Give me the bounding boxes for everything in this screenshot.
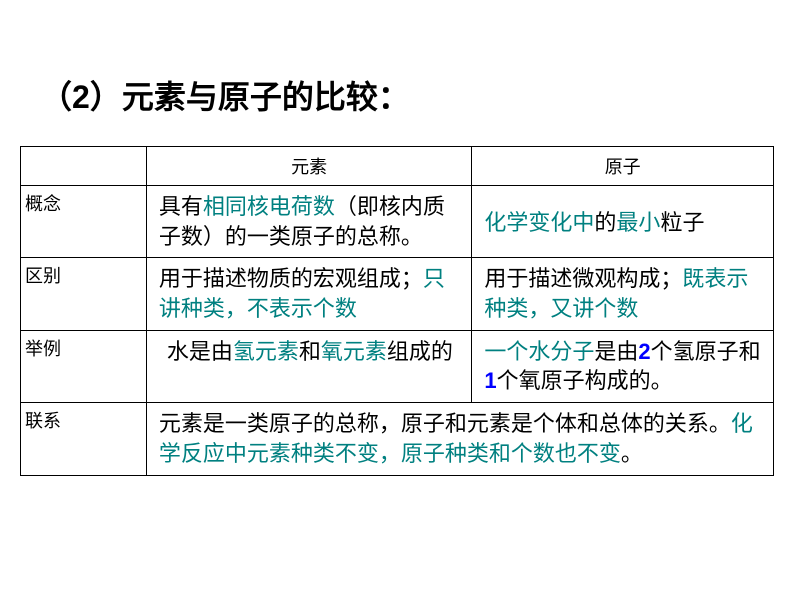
text: 元素是一类原子的总称，原子和元素是个体和总体的关系。 (159, 411, 731, 436)
comparison-table: 元素 原子 概念 具有相同核电荷数（即核内质子数）的一类原子的总称。 化学变化中… (20, 146, 774, 476)
text: 的 (594, 210, 616, 235)
text: 2 (638, 339, 650, 364)
header-element: 元素 (146, 147, 472, 186)
label-example: 举例 (21, 330, 147, 402)
title-prefix: （ (40, 79, 72, 115)
text: 氢元素 (233, 339, 299, 364)
text: 个氢原子和 (651, 339, 761, 364)
label-diff-text: 区别 (25, 266, 61, 286)
text: 具有 (159, 194, 203, 219)
text: 组成的 (387, 339, 453, 364)
row-diff: 区别 用于描述物质的宏观组成；只讲种类，不表示个数 用于描述微观构成；既表示种类… (21, 258, 774, 330)
header-atom-text: 原子 (605, 157, 641, 177)
table-header-row: 元素 原子 (21, 147, 774, 186)
header-element-text: 元素 (291, 157, 327, 177)
cell-concept-element: 具有相同核电荷数（即核内质子数）的一类原子的总称。 (146, 186, 472, 258)
slide: （2）元素与原子的比较： 元素 原子 概念 具有相同核电荷数（即核内质子数）的一… (0, 0, 794, 596)
text: 1 (484, 368, 496, 393)
text: 相同核电荷数 (203, 194, 335, 219)
text: 化学变化中 (484, 210, 594, 235)
text: 用于描述物质的宏观组成； (159, 266, 423, 291)
cell-concept-atom: 化学变化中的最小粒子 (472, 186, 774, 258)
row-relation: 联系 元素是一类原子的总称，原子和元素是个体和总体的关系。化学反应中元素种类不变… (21, 403, 774, 475)
text: 最小 (616, 210, 660, 235)
cell-diff-atom: 用于描述微观构成；既表示种类，又讲个数 (472, 258, 774, 330)
row-example: 举例 水是由氢元素和氧元素组成的 一个水分子是由2个氢原子和 1个氧原子构成的。 (21, 330, 774, 402)
label-concept: 概念 (21, 186, 147, 258)
text: 。 (621, 441, 643, 466)
text: 个氧原子构成的。 (497, 368, 673, 393)
cell-example-atom: 一个水分子是由2个氢原子和 1个氧原子构成的。 (472, 330, 774, 402)
cell-diff-element: 用于描述物质的宏观组成；只讲种类，不表示个数 (146, 258, 472, 330)
text: 粒子 (660, 210, 704, 235)
header-atom: 原子 (472, 147, 774, 186)
text: 一个水分子 (484, 339, 594, 364)
header-blank (21, 147, 147, 186)
label-relation: 联系 (21, 403, 147, 475)
cell-example-element: 水是由氢元素和氧元素组成的 (146, 330, 472, 402)
label-example-text: 举例 (25, 339, 61, 359)
slide-title: （2）元素与原子的比较： (0, 0, 794, 146)
text: 用于描述微观构成； (484, 266, 682, 291)
text: 水是由 (167, 339, 233, 364)
title-number: 2 (72, 79, 90, 115)
row-concept: 概念 具有相同核电荷数（即核内质子数）的一类原子的总称。 化学变化中的最小粒子 (21, 186, 774, 258)
label-diff: 区别 (21, 258, 147, 330)
text: 是由 (594, 339, 638, 364)
label-relation-text: 联系 (25, 411, 61, 431)
text: 氧元素 (321, 339, 387, 364)
title-suffix: ）元素与原子的比较： (90, 79, 410, 115)
cell-relation: 元素是一类原子的总称，原子和元素是个体和总体的关系。化学反应中元素种类不变，原子… (146, 403, 773, 475)
label-concept-text: 概念 (25, 194, 61, 214)
text: 和 (299, 339, 321, 364)
